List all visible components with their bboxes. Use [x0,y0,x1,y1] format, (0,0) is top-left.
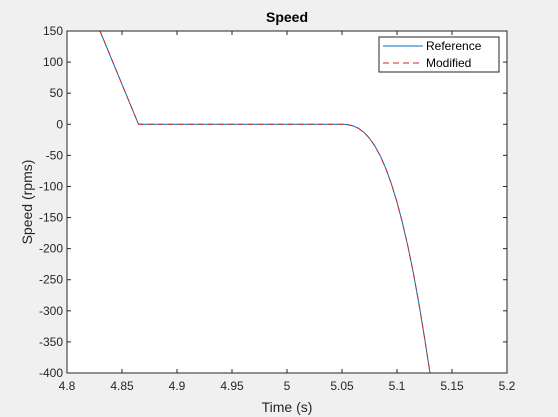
y-tick-label: 150 [43,24,63,38]
legend-box [378,36,500,73]
y-tick-label: -200 [39,242,63,256]
x-tick-label: 4.95 [220,379,244,393]
y-tick-label: -50 [46,148,64,162]
y-axis-label: Speed (rpms) [19,160,35,245]
series-layer [99,31,444,373]
x-tick-label: 5 [284,379,291,393]
series-line-modified [99,31,444,373]
legend-label-modified: Modified [426,56,471,70]
y-tick-label: -150 [39,211,63,225]
x-tick-label: 5.15 [440,379,464,393]
x-tick-label: 5.1 [389,379,406,393]
plot-area [67,31,507,373]
y-tick-label: -300 [39,304,63,318]
legend: Reference Modified [378,36,500,73]
y-tick-label: -100 [39,179,63,193]
y-tick-label: -350 [39,335,63,349]
chart-title: Speed [266,9,308,25]
x-tick-label: 5.2 [499,379,516,393]
x-tick-label: 4.9 [169,379,186,393]
y-tick-label: 50 [50,86,64,100]
ticks-layer: 4.8 4.85 4.9 4.95 5 5.05 5.1 5.15 5.2 150 100 50 0 -5… [39,24,516,393]
x-axis-label: Time (s) [262,399,313,415]
x-tick-label: 4.85 [110,379,134,393]
y-tick-label: -250 [39,273,63,287]
x-tick-label: 4.8 [59,379,76,393]
legend-label-reference: Reference [426,39,482,53]
y-tick-label: 0 [56,117,63,131]
y-tick-label: -400 [39,366,63,380]
y-tick-label: 100 [43,55,63,69]
x-tick-label: 5.05 [330,379,354,393]
